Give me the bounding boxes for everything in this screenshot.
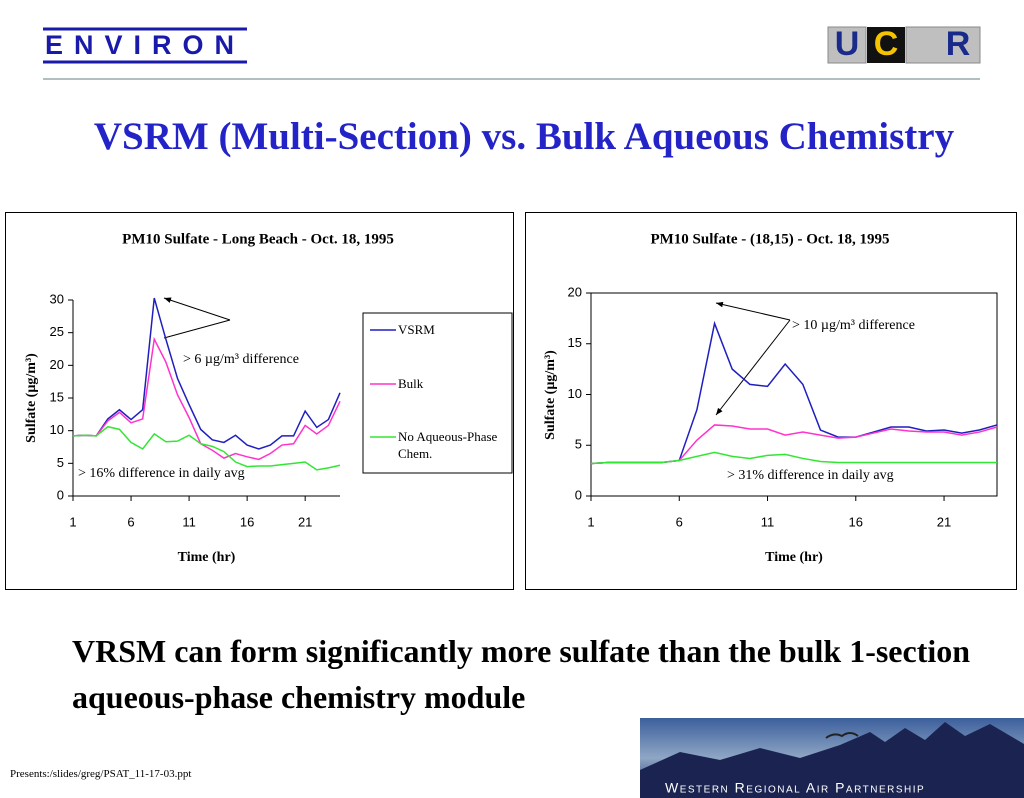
x-tick-label: 1 [587, 514, 594, 529]
arrow [715, 319, 791, 416]
slide-title: VSRM (Multi-Section) vs. Bulk Aqueous Ch… [94, 115, 955, 158]
x-tick-label: 1 [69, 514, 76, 529]
x-tick-label: 16 [240, 514, 254, 529]
legend-label: VSRM [398, 322, 435, 337]
y-tick-label: 0 [575, 487, 582, 502]
chart-title: PM10 Sulfate - Long Beach - Oct. 18, 199… [122, 231, 394, 247]
series-line [590, 451, 997, 465]
y-tick-label: 5 [575, 437, 582, 452]
logo-box [905, 26, 981, 64]
legend-label: Bulk [398, 376, 424, 391]
y-tick-label: 10 [50, 422, 64, 437]
y-tick-label: 0 [57, 487, 64, 502]
ucr-letter: R [946, 25, 971, 63]
x-tick-label: 21 [298, 514, 312, 529]
y-axis-label: Sulfate (µg/m³) [543, 350, 558, 440]
banner-text: Western Regional Air Partnership [665, 780, 925, 796]
x-tick-label: 16 [849, 514, 863, 529]
y-tick-label: 5 [57, 455, 64, 470]
arrow [715, 301, 791, 321]
y-tick-label: 20 [568, 284, 582, 299]
y-tick-label: 20 [50, 357, 64, 372]
arrow [163, 297, 231, 321]
x-tick-label: 11 [761, 514, 775, 529]
series-line [72, 297, 341, 450]
annotation: > 6 µg/m³ difference [183, 352, 299, 367]
chart-panel [525, 212, 1017, 590]
x-tick-label: 6 [127, 514, 134, 529]
series-line [72, 336, 341, 461]
legend-entry: Bulk [398, 376, 424, 391]
banner-bird [825, 732, 859, 739]
legend-entry: VSRM [398, 322, 435, 337]
y-tick-label: 15 [50, 389, 64, 404]
logo-box [867, 27, 905, 63]
legend-entry: No Aqueous-Phase Chem. [398, 429, 498, 461]
y-axis-label: Sulfate (µg/m³) [24, 353, 39, 443]
annotation: > 10 µg/m³ difference [792, 318, 915, 333]
annotation: > 16% difference in daily avg [78, 466, 245, 481]
banner-mountains [640, 722, 1024, 798]
series-line [72, 425, 341, 471]
y-tick-label: 25 [50, 324, 64, 339]
body-text: VRSM can form significantly more sulfate… [72, 633, 971, 715]
chart-title: PM10 Sulfate - (18,15) - Oct. 18, 1995 [650, 231, 889, 247]
y-tick-label: 10 [568, 386, 582, 401]
ucr-letter: U [835, 25, 860, 63]
ucr-letter: C [874, 25, 899, 63]
footer-path: Presents:/slides/greg/PSAT_11-17-03.ppt [10, 768, 192, 780]
y-tick-label: 15 [568, 335, 582, 350]
arrow [163, 319, 231, 339]
x-axis-label: Time (hr) [178, 550, 236, 565]
legend-label: No Aqueous-Phase Chem. [398, 429, 498, 461]
x-tick-label: 6 [676, 514, 683, 529]
y-tick-label: 30 [50, 291, 64, 306]
legend-box [362, 312, 513, 474]
logo-box [827, 26, 867, 64]
x-axis-label: Time (hr) [765, 550, 823, 565]
environ-logo: ENVIRON [45, 30, 245, 60]
x-tick-label: 11 [182, 514, 196, 529]
x-tick-label: 21 [937, 514, 951, 529]
annotation: > 31% difference in daily avg [727, 468, 894, 483]
